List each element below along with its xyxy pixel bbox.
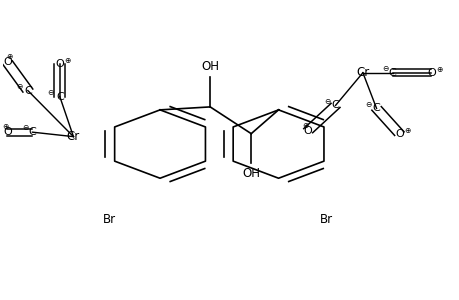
Text: Br: Br <box>103 213 116 226</box>
Text: O: O <box>55 59 64 69</box>
Text: ⊖: ⊖ <box>17 82 23 91</box>
Text: O: O <box>3 127 11 137</box>
Text: ⊕: ⊕ <box>435 65 442 74</box>
Text: ⊕: ⊕ <box>403 126 410 135</box>
Text: C: C <box>56 92 63 101</box>
Text: O: O <box>303 126 312 136</box>
Text: ⊖: ⊖ <box>22 123 29 132</box>
Text: Cr: Cr <box>67 130 80 143</box>
Text: OH: OH <box>242 167 260 180</box>
Text: C: C <box>28 127 36 137</box>
Text: ⊕: ⊕ <box>2 122 8 131</box>
Text: ⊕: ⊕ <box>65 56 71 65</box>
Text: C: C <box>331 100 339 110</box>
Text: OH: OH <box>201 60 219 73</box>
Text: ⊖: ⊖ <box>364 100 371 109</box>
Text: C: C <box>388 68 396 78</box>
Text: ⊕: ⊕ <box>6 52 13 62</box>
Text: ⊕: ⊕ <box>302 121 308 130</box>
Text: O: O <box>426 68 435 78</box>
Text: O: O <box>3 57 11 67</box>
Text: Cr: Cr <box>355 66 369 79</box>
Text: C: C <box>24 85 32 96</box>
Text: ⊖: ⊖ <box>47 88 54 98</box>
Text: ⊖: ⊖ <box>324 97 330 106</box>
Text: C: C <box>372 103 380 113</box>
Text: O: O <box>394 129 403 139</box>
Text: Br: Br <box>319 213 332 226</box>
Text: ⊖: ⊖ <box>382 64 388 73</box>
